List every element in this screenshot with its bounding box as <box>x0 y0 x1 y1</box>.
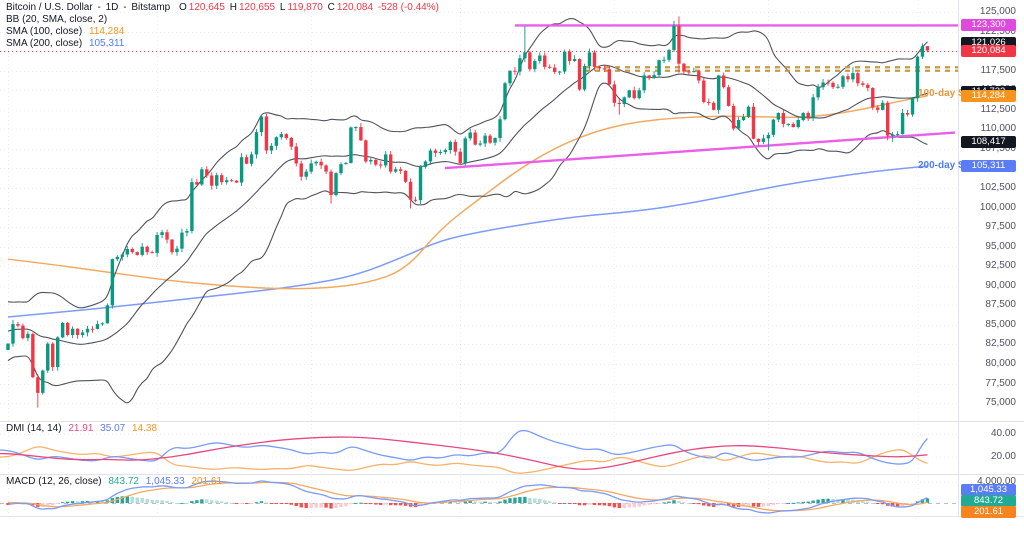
macd-hist-value: 843.72 <box>108 476 139 487</box>
open-value: 120,645 <box>188 2 225 13</box>
dmi-axis-tick: 40.00 <box>990 428 1016 439</box>
macd-axis-badge: 843.72 <box>961 495 1016 507</box>
sma100-title: SMA (100, close) <box>6 26 83 37</box>
bb-title: BB (20, SMA, close, 2) <box>6 14 108 25</box>
price-axis-tick: 112,500 <box>980 103 1016 115</box>
bb-legend-row[interactable]: BB (20, SMA, close, 2) <box>6 14 441 26</box>
sma200-value: 105,311 <box>88 38 125 49</box>
sma200-legend-row[interactable]: SMA (200, close) 105,311 <box>6 38 441 50</box>
macd-axis-tick: 4,000.00 <box>977 476 1016 487</box>
price-axis-tick: 90,000 <box>985 279 1016 291</box>
macd-pane-legend[interactable]: MACD (12, 26, close) 843.72 1,045.33 201… <box>6 476 226 488</box>
symbol-title: Bitcoin / U.S. Dollar <box>6 2 93 13</box>
price-axis-tick: 102,500 <box>979 182 1016 194</box>
low-value: 119,870 <box>287 2 323 13</box>
sma200-title: SMA (200, close) <box>6 38 83 49</box>
price-axis-tick: 117,500 <box>980 64 1016 76</box>
price-axis-badge: 114,284 <box>961 89 1016 102</box>
dmi-axis-tick: 20.00 <box>990 451 1016 462</box>
price-axis-tick: 97,500 <box>985 221 1016 233</box>
price-axis-tick: 110,000 <box>980 123 1016 135</box>
price-axis-tick: 80,000 <box>985 357 1016 369</box>
time-scale[interactable]: AprMayJunJulAugSepOct <box>0 516 1024 539</box>
close-value: 120,084 <box>336 2 374 13</box>
low-label: L <box>279 2 286 13</box>
price-axis-tick: 87,500 <box>985 299 1016 311</box>
open-label: O <box>179 2 187 13</box>
sma100-legend-row[interactable]: SMA (100, close) 114,284 <box>6 26 441 38</box>
price-axis-badge: 105,311 <box>961 160 1016 173</box>
macd-axis-badge: 1,045.33 <box>961 484 1016 496</box>
price-axis-tick: 85,000 <box>985 318 1016 330</box>
price-axis-tick: 95,000 <box>985 240 1016 252</box>
legend-separator: - <box>97 2 101 13</box>
dmi-plusdi-value: 35.07 <box>100 423 126 434</box>
price-scale[interactable]: 75,000 77,500 80,000 82,500 85,000 87,500 90,0… <box>958 0 1024 518</box>
price-axis-badge: 120,084 <box>961 44 1016 57</box>
dmi-pane-legend[interactable]: DMI (14, 14) 21.91 35.07 14.38 <box>6 423 161 435</box>
dmi-minusdi-value: 14.38 <box>131 423 158 434</box>
price-axis-tick: 75,000 <box>985 397 1016 409</box>
price-axis-tick: 122,500 <box>979 25 1016 37</box>
price-axis-tick: 125,000 <box>979 6 1016 18</box>
dmi-title: DMI (14, 14) <box>6 423 62 434</box>
high-value: 120,655 <box>238 2 276 13</box>
price-axis-badge: 123,300 <box>961 19 1016 32</box>
exchange-label: Bitstamp <box>131 2 171 13</box>
sma100-value: 114,284 <box>88 26 125 37</box>
price-axis-badge: 108,417 <box>961 135 1016 148</box>
macd-line-value: 1,045.33 <box>145 476 185 487</box>
dmi-adx-value: 21.91 <box>68 423 94 434</box>
change-value: -528 (-0.44%) <box>377 2 439 13</box>
close-label: C <box>327 2 335 13</box>
price-axis-tick: 100,000 <box>979 201 1016 213</box>
price-axis-tick: 82,500 <box>985 338 1016 350</box>
price-axis-tick: 77,500 <box>985 377 1016 389</box>
legend-separator: - <box>123 2 127 13</box>
macd-axis-badge: 201.61 <box>961 506 1016 518</box>
high-label: H <box>229 2 237 13</box>
macd-signal-value: 201.61 <box>191 476 223 487</box>
sma100-chart-tag: 100-day SMA <box>918 88 981 99</box>
timeframe-label: 1D <box>105 2 119 13</box>
sma200-chart-tag: 200-day SMA <box>918 160 981 171</box>
price-axis-tick: 92,500 <box>985 260 1016 272</box>
price-axis-tick: 107,500 <box>979 142 1016 154</box>
macd-title: MACD (12, 26, close) <box>6 476 102 487</box>
